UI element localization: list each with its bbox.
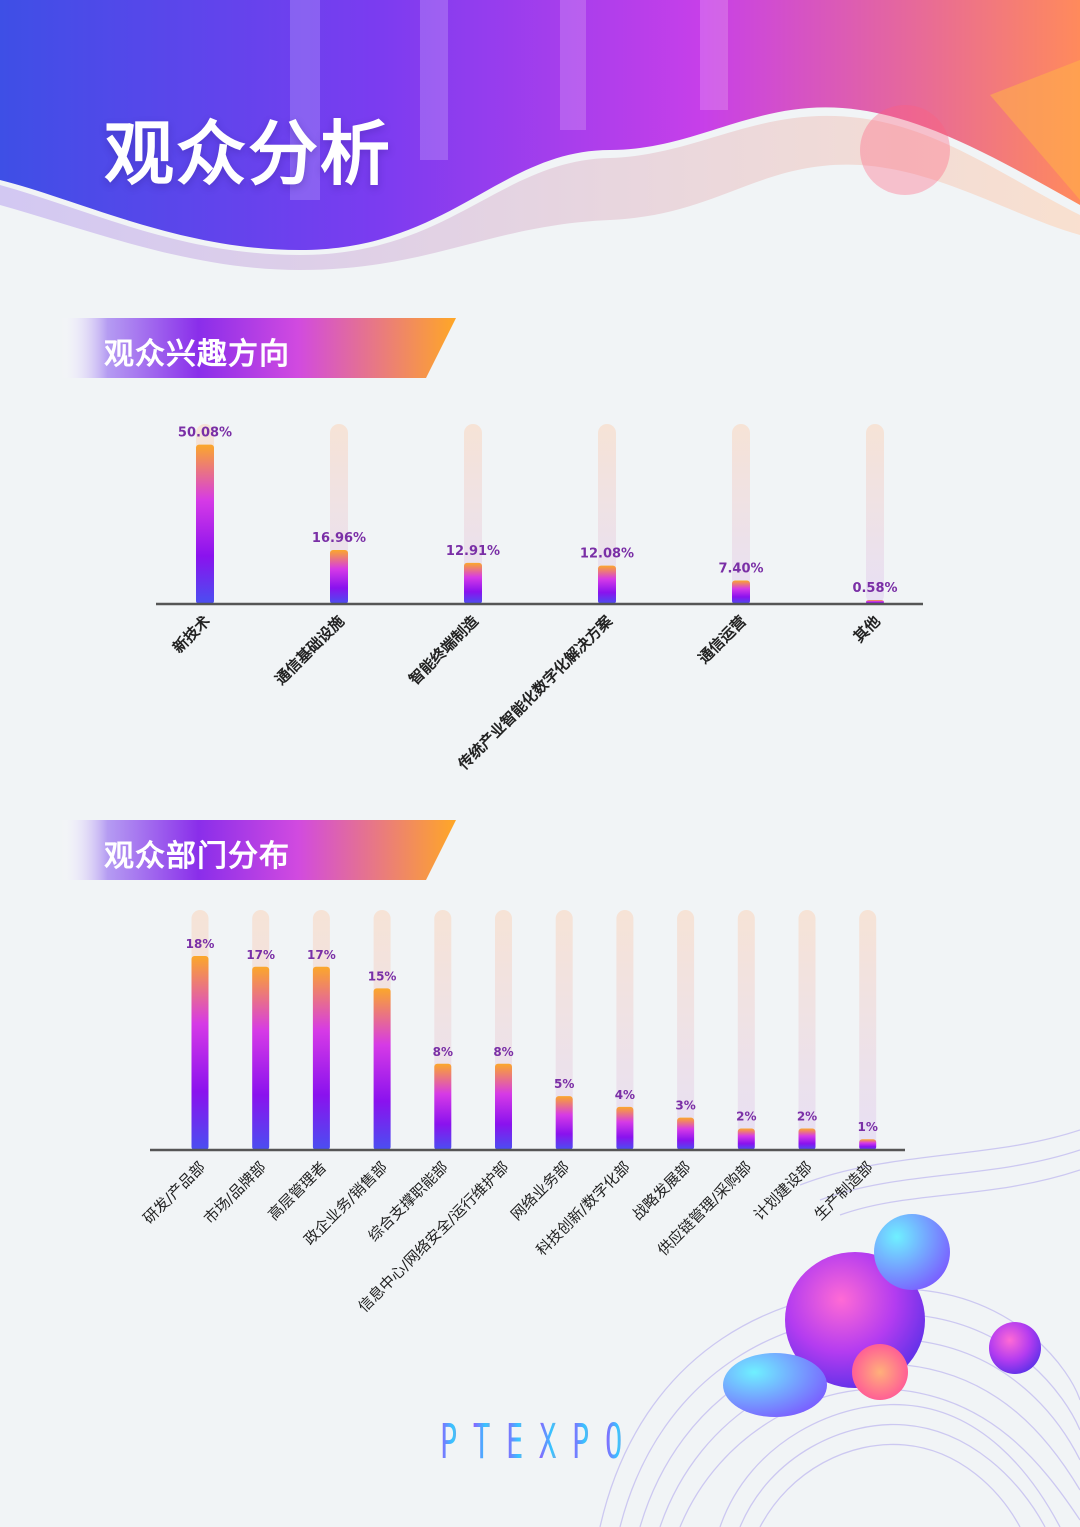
data-label: 2% — [736, 1109, 756, 1123]
data-label: 50.08% — [178, 426, 232, 441]
category-label: 网络业务部 — [507, 1158, 573, 1224]
category-label: 通信基础设施 — [271, 612, 347, 688]
category-label: 传统产业智能化数字化解决方案 — [454, 611, 617, 774]
data-label: 8% — [493, 1045, 513, 1059]
bar — [373, 988, 391, 1150]
data-label: 16.96% — [312, 531, 366, 546]
bar — [191, 956, 209, 1150]
logo-letter: P — [572, 1414, 600, 1470]
data-label: 12.08% — [580, 547, 634, 562]
bar — [732, 580, 750, 604]
section-banner-interest: 观众兴趣方向 — [60, 318, 460, 380]
bar-track — [798, 910, 816, 1150]
category-label: 市场/品牌部 — [200, 1158, 269, 1227]
bar — [677, 1117, 695, 1150]
category-label: 智能终端制造 — [405, 612, 481, 688]
category-label: 战略发展部 — [629, 1158, 695, 1224]
bar — [555, 1096, 573, 1150]
section-banner-department: 观众部门分布 — [60, 820, 460, 882]
bar-track — [616, 910, 634, 1150]
data-label: 4% — [615, 1088, 635, 1102]
page-title: 观众分析 — [104, 113, 392, 195]
category-label: 新技术 — [169, 612, 214, 657]
bar — [495, 1063, 512, 1150]
data-label: 2% — [797, 1109, 817, 1123]
bar-track — [464, 424, 482, 604]
category-label: 通信运营 — [695, 612, 750, 667]
category-label: 计划建设部 — [750, 1158, 816, 1224]
data-label: 7.40% — [718, 561, 763, 576]
logo-letter: P — [440, 1414, 468, 1470]
category-label: 生产制造部 — [811, 1158, 877, 1224]
department-chart: 18% 研发/产品部 17% 市场/品牌部 17% 高层管理者 15% 政企业务/销售部 8% 综… — [0, 900, 1080, 1360]
interest-chart: 50.08% 新技术 16.96% 通信基础设施 12.91% 智能终端制造 12.08% 传… — [0, 410, 1080, 790]
bar-track — [737, 910, 755, 1150]
bar-track — [732, 424, 750, 604]
bar — [737, 1128, 755, 1150]
section-title: 观众部门分布 — [104, 839, 290, 874]
category-label: 其他 — [850, 612, 884, 646]
bar — [312, 966, 330, 1150]
data-label: 17% — [307, 948, 336, 962]
bar-track — [598, 424, 616, 604]
category-label: 高层管理者 — [264, 1158, 330, 1224]
data-label: 12.91% — [446, 544, 500, 559]
logo-letter: T — [473, 1414, 501, 1470]
data-label: 15% — [368, 969, 397, 983]
bar — [330, 550, 348, 604]
bar — [252, 966, 270, 1150]
bar — [598, 565, 616, 604]
data-label: 5% — [554, 1077, 574, 1091]
bar-track — [677, 910, 695, 1150]
category-label: 研发/产品部 — [139, 1158, 208, 1227]
bar — [196, 444, 214, 604]
data-label: 17% — [246, 948, 275, 962]
logo-letter: X — [539, 1414, 567, 1470]
bar — [616, 1106, 634, 1150]
data-label: 0.58% — [852, 581, 897, 596]
bar — [434, 1063, 452, 1150]
section-title: 观众兴趣方向 — [104, 337, 290, 372]
bar-track — [859, 910, 877, 1150]
data-label: 1% — [858, 1120, 878, 1134]
data-label: 3% — [675, 1099, 695, 1113]
logo-letter: O — [605, 1414, 633, 1470]
bar-track — [866, 424, 884, 604]
bar — [859, 1139, 877, 1150]
bar — [464, 562, 482, 604]
data-label: 8% — [433, 1045, 453, 1059]
bar — [798, 1128, 816, 1150]
data-label: 18% — [186, 937, 215, 951]
logo-letter: E — [506, 1414, 534, 1470]
bar-track — [555, 910, 573, 1150]
